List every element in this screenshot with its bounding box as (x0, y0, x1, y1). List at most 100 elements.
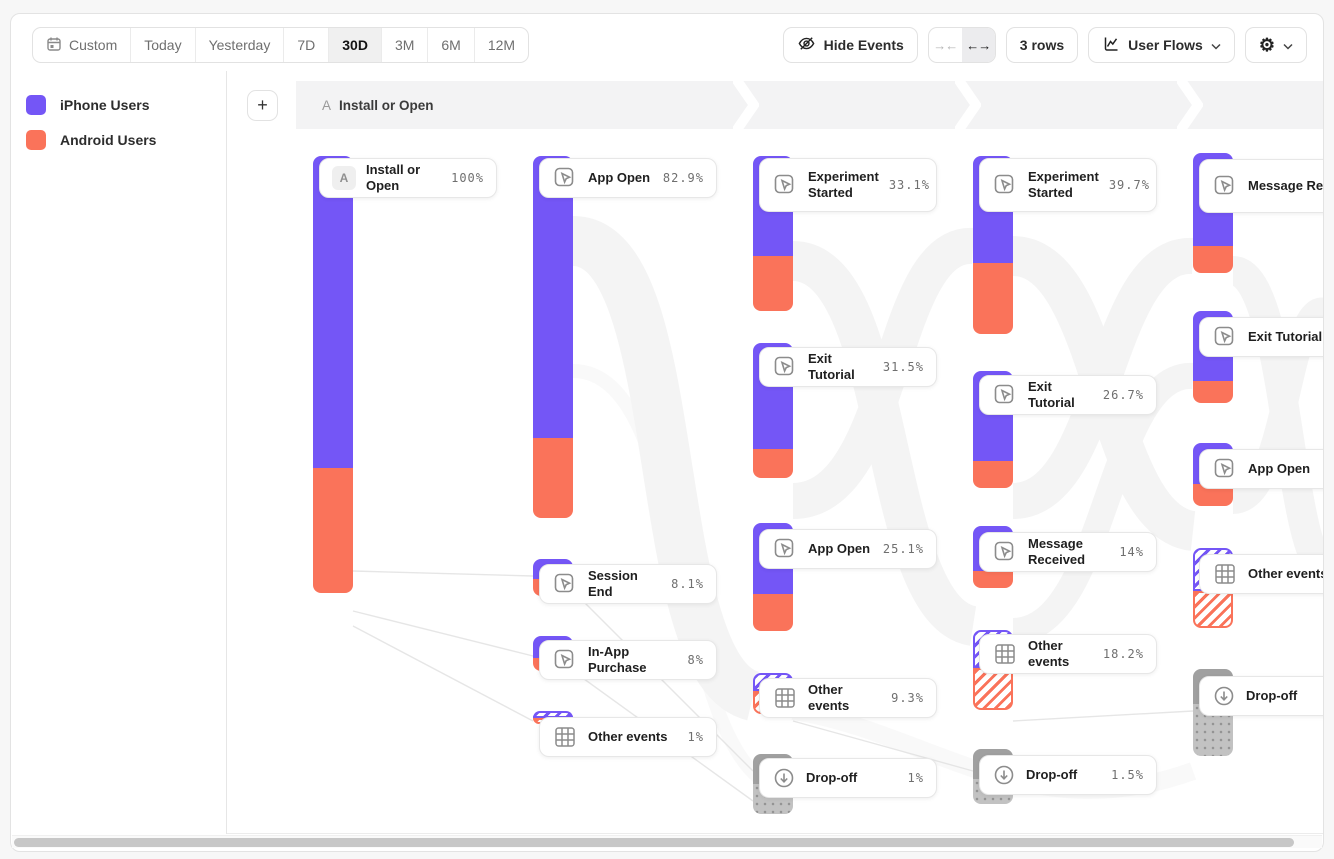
bar-segment (533, 438, 573, 518)
node-percentage: 14% (1119, 545, 1144, 559)
step-badge: A (322, 97, 332, 113)
node-percentage: 31.5% (882, 360, 924, 374)
step-segment-a[interactable]: A Install or Open (296, 98, 434, 113)
legend-sidebar: iPhone Users Android Users (11, 71, 227, 834)
node-percentage: 25.1% (882, 542, 924, 556)
bar-segment (973, 571, 1013, 588)
node-percentage: 100% (451, 171, 484, 185)
bar-segment (533, 156, 573, 438)
horizontal-scrollbar[interactable] (12, 835, 1322, 848)
bar-segment (753, 594, 793, 631)
date-range-custom[interactable]: Custom (33, 28, 130, 62)
settings-button[interactable]: ⚙ (1244, 27, 1307, 63)
grid-icon (772, 685, 798, 711)
bar-segment (313, 468, 353, 593)
event-icon (772, 354, 798, 380)
event-icon (552, 571, 578, 597)
date-range-6m[interactable]: 6M (427, 28, 473, 62)
calendar-icon (46, 36, 62, 55)
dropoff-icon (772, 766, 796, 790)
node-percentage: 9.3% (891, 691, 924, 705)
flow-node-other-events[interactable]: Other events (1199, 554, 1323, 594)
toolbar: Custom Today Yesterday 7D 30D 3M 6M 12M (32, 27, 1307, 63)
flow-node-in-app-purchase[interactable]: In-App Purchase 8% (539, 640, 717, 680)
node-percentage: 82.9% (662, 171, 704, 185)
flow-node-app-open[interactable]: App Open 25.1% (759, 529, 937, 569)
dropoff-icon (992, 763, 1016, 787)
user-flows-panel: Custom Today Yesterday 7D 30D 3M 6M 12M (10, 13, 1324, 852)
rows-button[interactable]: 3 rows (1005, 27, 1079, 63)
flow-node-app-open[interactable]: App Open 82.9% (539, 158, 717, 198)
step-label: Install or Open (339, 97, 434, 113)
date-range-yesterday[interactable]: Yesterday (194, 28, 284, 62)
flow-node-experiment-started[interactable]: Experiment Started 33.1% (759, 158, 937, 212)
expand-columns-button[interactable]: ←→ (961, 28, 995, 62)
event-icon (1212, 173, 1238, 199)
flow-node-drop-off[interactable]: Drop-off 1.5% (979, 755, 1157, 795)
grid-icon (992, 641, 1018, 667)
event-icon (992, 172, 1018, 198)
legend-label: Android Users (60, 132, 157, 148)
chevron-down-icon (1211, 37, 1221, 53)
node-label: App Open (588, 169, 651, 185)
bar-segment (1193, 246, 1233, 273)
hide-events-button[interactable]: Hide Events (782, 27, 918, 63)
node-percentage: 33.1% (888, 178, 930, 192)
chevron-separator-icon (955, 81, 981, 129)
event-icon (992, 539, 1018, 565)
node-label: In-App Purchase (588, 643, 647, 675)
flow-node-exit-tutorial[interactable]: Exit Tutorial 31.5% (759, 347, 937, 387)
flow-node-app-open[interactable]: App Open (1199, 449, 1323, 489)
view-selector-button[interactable]: User Flows (1088, 27, 1235, 63)
node-label: Experiment Started (1028, 168, 1099, 200)
flow-node-other-events[interactable]: Other events 1% (539, 717, 717, 757)
node-percentage: 1.5% (1111, 768, 1144, 782)
date-range-group: Custom Today Yesterday 7D 30D 3M 6M 12M (32, 27, 530, 63)
eye-off-icon (797, 34, 816, 56)
flow-bar-install-or-open[interactable] (313, 156, 353, 593)
bar-segment (753, 449, 793, 478)
node-label: Drop-off (1026, 766, 1078, 782)
flow-node-drop-off[interactable]: Drop-off (1199, 676, 1323, 716)
flow-canvas: A Install or Open + A Install or Open 100%… (227, 71, 1323, 834)
scrollbar-thumb[interactable] (14, 838, 1294, 847)
flow-node-session-end[interactable]: Session End 8.1% (539, 564, 717, 604)
node-label: Session End (588, 567, 638, 599)
node-percentage: 39.7% (1108, 178, 1150, 192)
flow-bar-app-open[interactable] (533, 156, 573, 518)
flow-node-other-events[interactable]: Other events 9.3% (759, 678, 937, 718)
date-range-3m[interactable]: 3M (380, 28, 427, 62)
date-range-7d[interactable]: 7D (283, 28, 328, 62)
step-a-badge: A (332, 166, 356, 190)
chevron-separator-icon (1177, 81, 1203, 129)
bar-segment (1193, 381, 1233, 403)
legend-item-android-users[interactable]: Android Users (26, 130, 226, 150)
node-label: App Open (1248, 460, 1311, 476)
event-icon (772, 172, 798, 198)
bar-segment (313, 156, 353, 468)
bar-segment (1193, 591, 1233, 628)
node-label: Exit Tutorial (1028, 378, 1075, 410)
grid-icon (1212, 561, 1238, 587)
date-range-12m[interactable]: 12M (473, 28, 528, 62)
legend-item-iphone-users[interactable]: iPhone Users (26, 95, 226, 115)
flow-node-experiment-started[interactable]: Experiment Started 39.7% (979, 158, 1157, 212)
flow-node-exit-tutorial[interactable]: Exit Tutorial 26.7% (979, 375, 1157, 415)
flow-node-install-or-open[interactable]: A Install or Open 100% (319, 158, 497, 198)
collapse-columns-button[interactable]: →← (933, 37, 958, 53)
flow-node-other-events[interactable]: Other events 18.2% (979, 634, 1157, 674)
flow-node-message-received[interactable]: Message Received 14% (979, 532, 1157, 572)
node-label: Experiment Started (808, 168, 879, 200)
flow-node-exit-tutorial[interactable]: Exit Tutorial (1199, 317, 1323, 357)
date-range-30d[interactable]: 30D (328, 28, 381, 62)
node-label: Exit Tutorial (1248, 328, 1323, 344)
add-step-button[interactable]: + (247, 90, 278, 121)
event-icon (552, 647, 578, 673)
flow-node-drop-off[interactable]: Drop-off 1% (759, 758, 937, 798)
node-percentage: 26.7% (1102, 388, 1144, 402)
bar-segment (973, 461, 1013, 488)
iphone-users-swatch (26, 95, 46, 115)
flow-node-message-received[interactable]: Message Received (1199, 159, 1323, 213)
date-range-today[interactable]: Today (130, 28, 194, 62)
node-label: Other events (588, 728, 668, 744)
